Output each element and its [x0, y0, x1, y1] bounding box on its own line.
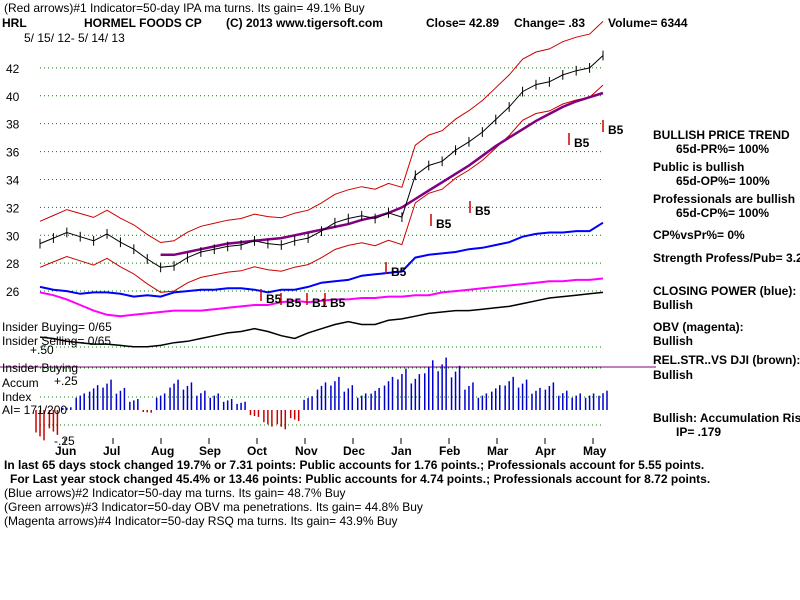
x-tick-label: May — [583, 444, 607, 458]
rel-strength-line — [39, 291, 604, 348]
x-tick-label: Jun — [55, 444, 76, 458]
index-label: Index — [2, 390, 32, 404]
upper-band — [39, 21, 604, 244]
signal-label: B5 — [436, 217, 452, 231]
accum-risk-label: Bullish: Accumulation Risi — [653, 411, 800, 425]
x-tick-label: Aug — [151, 444, 174, 458]
closing-power-label: CLOSING POWER (blue): — [653, 284, 797, 298]
footer-line-5: (Magenta arrows)#4 Indicator=50-day RSQ … — [4, 514, 398, 528]
ticker-symbol: HRL — [2, 16, 27, 30]
footer-line-2: For Last year stock changed 45.4% or 13.… — [10, 472, 711, 486]
obv-label: OBV (magenta): — [653, 320, 744, 334]
pr-value: 65d-PR%= 100% — [676, 142, 770, 156]
y-tick-label: 32 — [6, 201, 20, 215]
x-tick-label: Jul — [103, 444, 120, 458]
accum-tick-plus25: +.25 — [54, 374, 78, 388]
ai-value: AI= 171/200 — [2, 403, 68, 417]
rel-strength-value: Bullish — [653, 368, 694, 382]
close-value: Close= 42.89 — [426, 16, 500, 30]
date-range: 5/ 15/ 12- 5/ 14/ 13 — [24, 31, 125, 45]
x-tick-label: Dec — [343, 444, 365, 458]
ip-value: IP= .179 — [676, 425, 722, 439]
y-tick-label: 42 — [6, 62, 20, 76]
indicator-1-label: (Red arrows)#1 Indicator=50-day IPA ma t… — [4, 1, 365, 15]
signal-label: B1 — [312, 296, 328, 310]
signal-label: B5 — [286, 296, 302, 310]
x-tick-label: Jan — [391, 444, 412, 458]
signal-label: B5 — [574, 136, 590, 150]
y-tick-label: 28 — [6, 257, 20, 271]
x-tick-label: Feb — [439, 444, 460, 458]
price-line — [39, 55, 604, 268]
obv-value: Bullish — [653, 334, 694, 348]
footer-line-3: (Blue arrows)#2 Indicator=50-day ma turn… — [4, 486, 346, 500]
strength-ratio: Strength Profess/Pub= 3.2 — [653, 251, 800, 265]
accum-tick-minus25: -.25 — [54, 434, 75, 448]
x-tick-label: Apr — [535, 444, 556, 458]
y-tick-label: 34 — [6, 173, 20, 187]
ma50-line — [160, 91, 604, 257]
accum-tick-plus50: +.50 — [30, 343, 54, 357]
closing-power-value: Bullish — [653, 298, 694, 312]
company-name: HORMEL FOODS CP — [84, 16, 202, 30]
signal-label: B5 — [391, 265, 407, 279]
insider-buying-count: Insider Buying= 0/65 — [2, 320, 112, 334]
x-tick-label: Oct — [247, 444, 267, 458]
insider-selling-count: Insider Selling= 0/65 — [2, 334, 112, 348]
closing-power-line — [39, 221, 604, 298]
y-tick-label: 38 — [6, 118, 20, 132]
insider-buying-line-label: Insider Buying — [2, 361, 79, 375]
signal-label: B5 — [330, 296, 346, 310]
footer-line-1: In last 65 days stock changed 19.7% or 7… — [4, 458, 705, 472]
copyright: (C) 2013 www.tigersoft.com — [226, 16, 383, 30]
x-tick-label: Nov — [295, 444, 318, 458]
rel-strength-label: REL.STR..VS DJI (brown): — [653, 353, 800, 367]
y-tick-label: 26 — [6, 285, 20, 299]
x-tick-label: Mar — [487, 444, 509, 458]
accum-label: Accum — [2, 376, 39, 390]
lower-band — [39, 84, 604, 293]
trend-title: BULLISH PRICE TREND — [653, 128, 790, 142]
y-tick-label: 36 — [6, 146, 20, 160]
change-value: Change= .83 — [514, 16, 586, 30]
y-tick-label: 30 — [6, 229, 20, 243]
signal-label: B5 — [475, 204, 491, 218]
volume-value: Volume= 6344 — [608, 16, 688, 30]
cp-vs-pr: CP%vsPr%= 0% — [653, 228, 745, 242]
public-title: Public is bullish — [653, 160, 745, 174]
obv-line — [39, 277, 604, 318]
op-value: 65d-OP%= 100% — [676, 174, 770, 188]
y-tick-label: 40 — [6, 90, 20, 104]
footer-line-4: (Green arrows)#3 Indicator=50-day OBV ma… — [4, 500, 423, 514]
cp-value: 65d-CP%= 100% — [676, 206, 770, 220]
x-tick-label: Sep — [199, 444, 221, 458]
signal-label: B5 — [608, 123, 624, 137]
professionals-title: Professionals are bullish — [653, 192, 796, 206]
signal-label: B5 — [266, 292, 282, 306]
